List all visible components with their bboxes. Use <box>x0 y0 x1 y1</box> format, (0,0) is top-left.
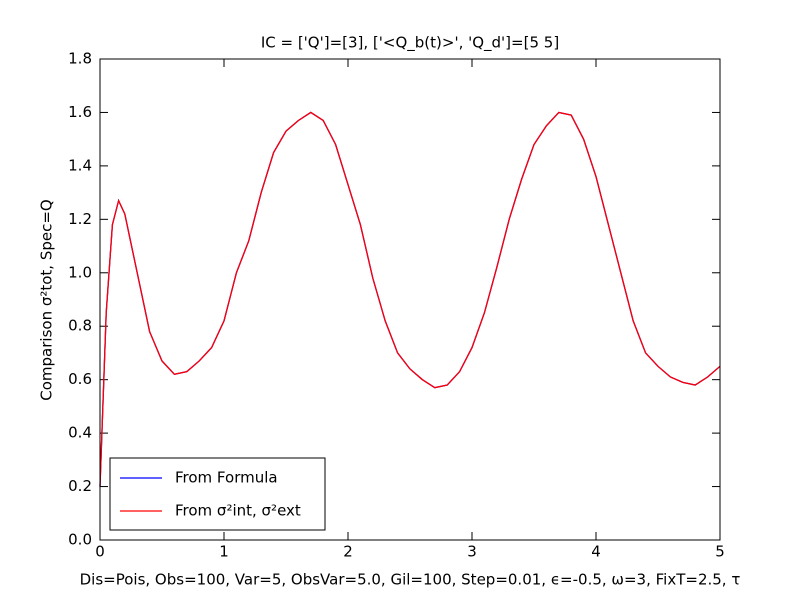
y-axis-label: Comparison σ²tot, Spec=Q <box>38 199 56 400</box>
legend-label: From Formula <box>175 469 278 487</box>
y-tick-label: 0.8 <box>68 317 92 335</box>
plot-frame <box>99 58 721 541</box>
x-tick-label: 3 <box>467 543 477 561</box>
x-tick-label: 5 <box>715 543 725 561</box>
x-tick-label: 4 <box>591 543 601 561</box>
chart-title: IC = ['Q']=[3], ['<Q_b(t)>', 'Q_d']=[5 5… <box>261 34 559 53</box>
y-tick-label: 0.6 <box>68 370 92 388</box>
x-tick-label: 0 <box>95 543 105 561</box>
y-tick-label: 1.6 <box>68 103 92 121</box>
y-tick-label: 1.4 <box>68 156 92 174</box>
y-tick-label: 1.8 <box>68 50 92 68</box>
y-tick-label: 1.0 <box>68 263 92 281</box>
y-tick-label: 0.0 <box>68 531 92 549</box>
x-axis-label: Dis=Pois, Obs=100, Var=5, ObsVar=5.0, Gi… <box>80 571 741 589</box>
y-tick-label: 0.4 <box>68 424 92 442</box>
x-tick-label: 2 <box>343 543 353 561</box>
data-line <box>99 111 721 487</box>
legend-label: From σ²int, σ²ext <box>175 502 301 520</box>
legend-box <box>109 457 326 531</box>
y-tick-label: 1.2 <box>68 210 92 228</box>
y-tick-label: 0.2 <box>68 477 92 495</box>
x-tick-label: 1 <box>219 543 229 561</box>
